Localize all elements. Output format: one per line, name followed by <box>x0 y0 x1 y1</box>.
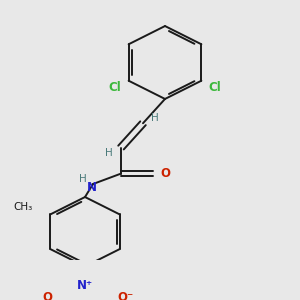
Text: N⁺: N⁺ <box>77 279 93 292</box>
Text: Cl: Cl <box>108 81 121 94</box>
Text: O⁻: O⁻ <box>117 291 133 300</box>
Text: CH₃: CH₃ <box>14 202 33 212</box>
Text: O: O <box>42 291 52 300</box>
Text: Cl: Cl <box>209 81 222 94</box>
Text: H: H <box>105 148 113 158</box>
Text: H: H <box>151 113 159 123</box>
Text: N: N <box>87 181 97 194</box>
Text: H: H <box>79 174 87 184</box>
Text: O: O <box>160 167 170 180</box>
